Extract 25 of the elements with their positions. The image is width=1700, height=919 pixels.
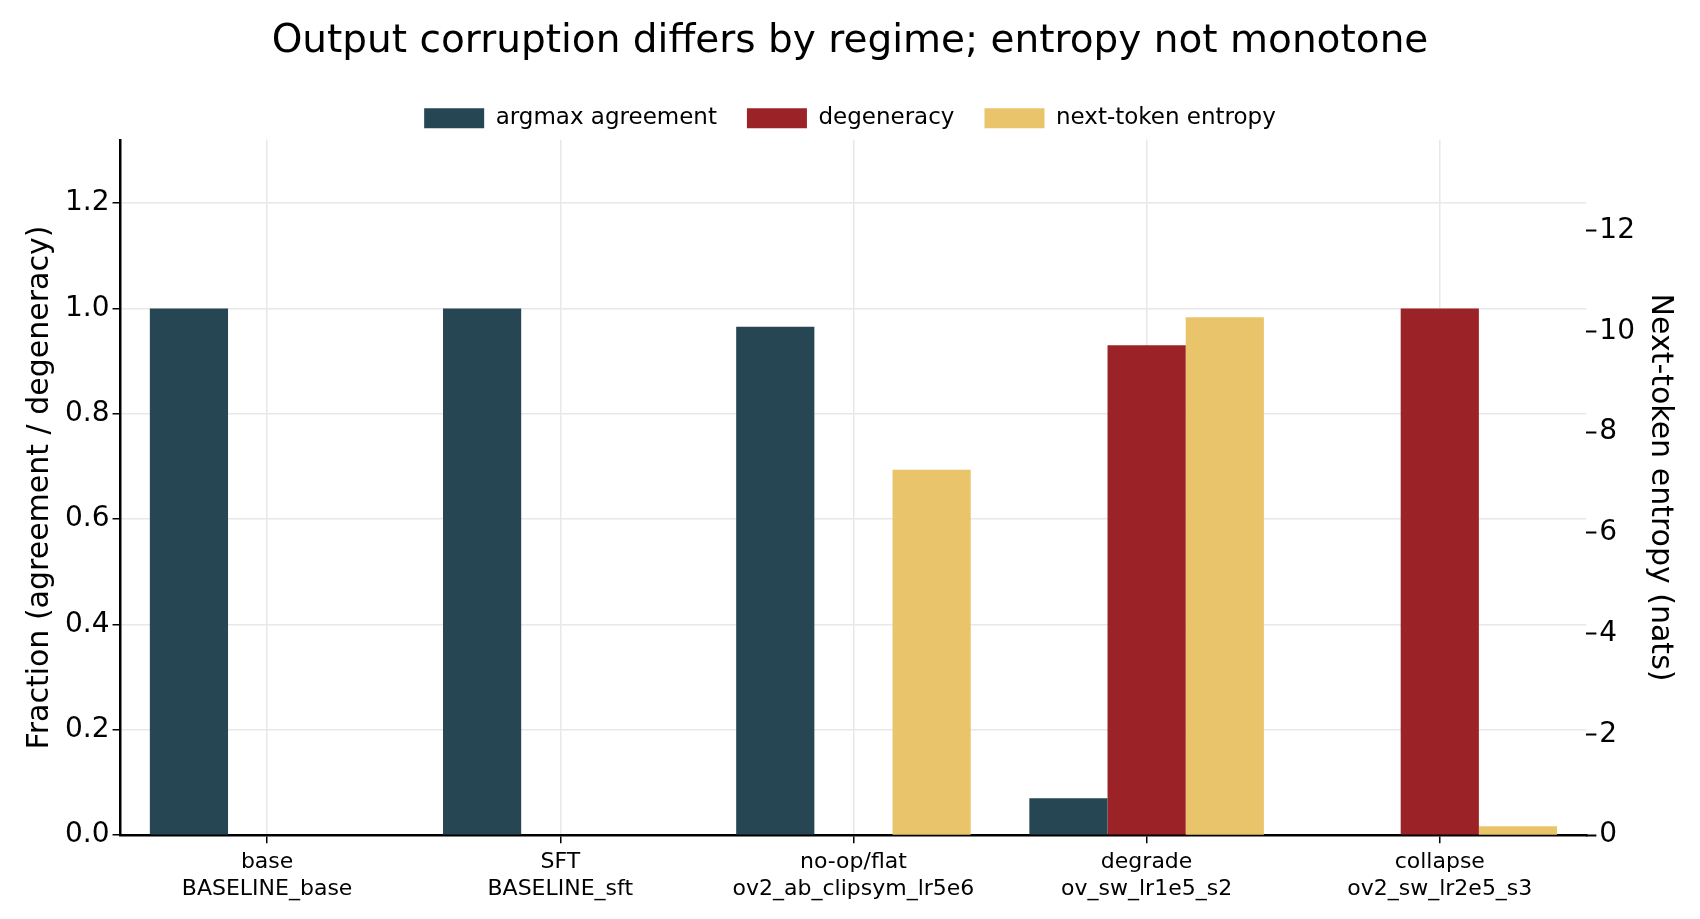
y2-tick-label: 8 bbox=[1599, 413, 1618, 447]
x-tick-label: SFT BASELINE_sft bbox=[487, 848, 634, 901]
legend-label: next-token entropy bbox=[1055, 103, 1276, 130]
y2-tick-label: 2 bbox=[1599, 715, 1618, 749]
x-tick-label: no-op/flat ov2_ab_clipsym_lr5e6 bbox=[732, 848, 975, 901]
legend-label: argmax agreement bbox=[495, 103, 717, 130]
y2-tick-label: 12 bbox=[1599, 211, 1636, 245]
y2-tick-label: 10 bbox=[1599, 312, 1636, 346]
legend-label: degeneracy bbox=[818, 103, 955, 130]
y-tick-label: 0.0 bbox=[65, 816, 110, 850]
y2-tick-label: 6 bbox=[1599, 514, 1618, 548]
y2-tick-label: 4 bbox=[1599, 614, 1618, 648]
y-tick-label: 0.6 bbox=[65, 500, 110, 534]
x-tick-label: degrade ov_sw_lr1e5_s2 bbox=[1061, 848, 1233, 901]
y-tick-label: 1.2 bbox=[65, 184, 110, 218]
y-tick-label: 0.4 bbox=[65, 605, 110, 639]
x-tick-label: collapse ov2_sw_lr2e5_s3 bbox=[1347, 848, 1533, 901]
y-tick-label: 1.0 bbox=[65, 289, 110, 323]
y-axis-title: Fraction (agreement / degeneracy) bbox=[19, 225, 55, 750]
y2-tick-label: 0 bbox=[1599, 816, 1618, 850]
chart-title: Output corruption differs by regime; entropy not monotone bbox=[271, 15, 1429, 61]
y2-axis-title: Next-token entropy (nats) bbox=[1645, 293, 1681, 682]
x-tick-label: base BASELINE_base bbox=[181, 848, 353, 901]
y-tick-label: 0.2 bbox=[65, 711, 110, 745]
y-tick-label: 0.8 bbox=[65, 395, 110, 429]
